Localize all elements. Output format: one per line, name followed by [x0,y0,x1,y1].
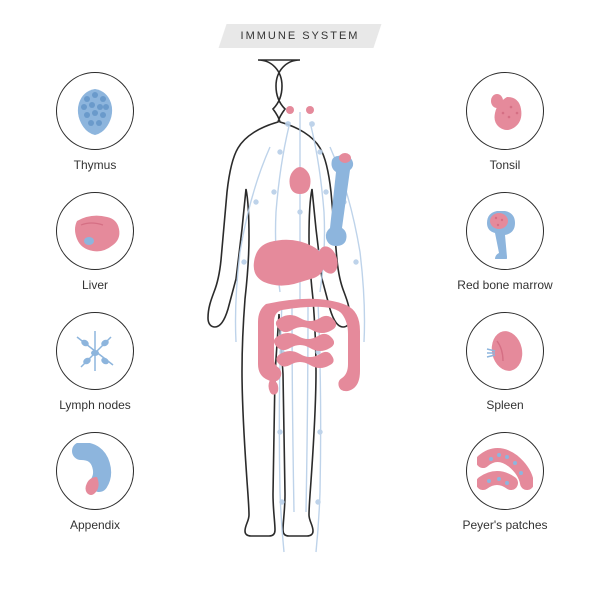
spleen-circle [466,312,544,390]
peyers-patches-circle [466,432,544,510]
appendix-icon [67,443,123,499]
liver-circle [56,192,134,270]
red-bone-marrow-label: Red bone marrow [450,278,560,292]
appendix-label: Appendix [40,518,150,532]
tonsil-label: Tonsil [450,158,560,172]
title-banner: IMMUNE SYSTEM [219,24,382,48]
tonsil-icon [477,83,533,139]
tonsil-circle [466,72,544,150]
lymph-nodes-circle [56,312,134,390]
human-body-figure [170,52,430,572]
peyers-patches-icon [477,443,533,499]
organ-lymph-nodes: Lymph nodes [40,312,150,412]
lymph-nodes-icon [67,323,123,379]
title-text: IMMUNE SYSTEM [241,30,360,42]
organ-red-bone-marrow: Red bone marrow [450,192,560,292]
body-svg [170,52,430,572]
organ-spleen: Spleen [450,312,560,412]
lymph-nodes-label: Lymph nodes [40,398,150,412]
red-bone-marrow-circle [466,192,544,270]
organ-appendix: Appendix [40,432,150,532]
organ-liver: Liver [40,192,150,292]
liver-icon [67,203,123,259]
spleen-icon [477,323,533,379]
spleen-label: Spleen [450,398,560,412]
liver-label: Liver [40,278,150,292]
red-bone-marrow-icon [477,203,533,259]
thymus-label: Thymus [40,158,150,172]
thymus-circle [56,72,134,150]
thymus-icon [67,83,123,139]
appendix-circle [56,432,134,510]
organ-thymus: Thymus [40,72,150,172]
peyers-patches-label: Peyer's patches [450,518,560,532]
organ-tonsil: Tonsil [450,72,560,172]
organ-peyers-patches: Peyer's patches [450,432,560,532]
